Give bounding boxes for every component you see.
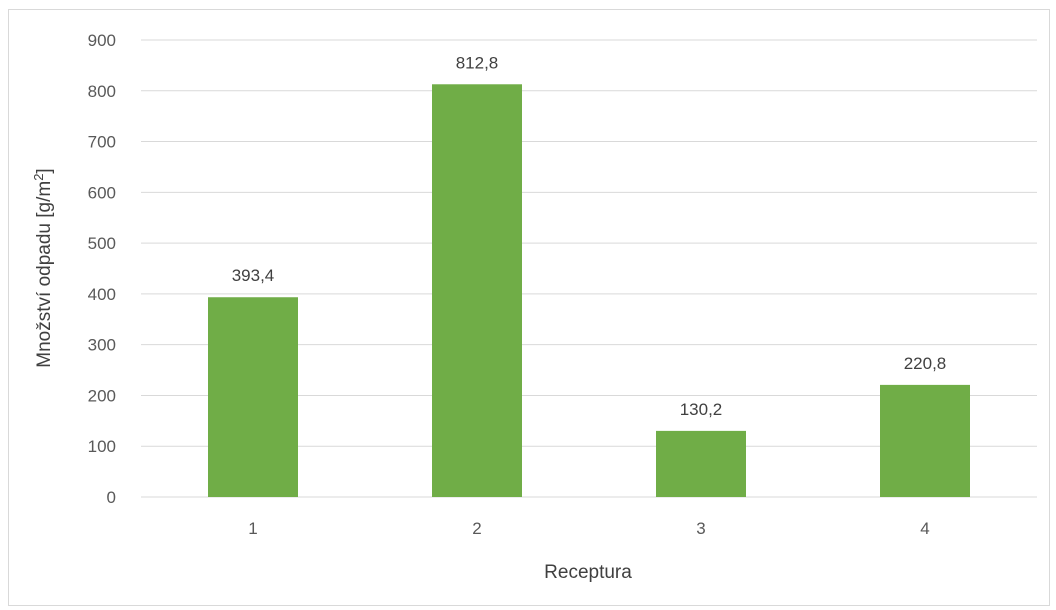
y-tick-label: 900 bbox=[88, 31, 116, 50]
y-axis-title: Množství odpadu [g/m2] bbox=[31, 168, 55, 367]
chart-frame bbox=[8, 9, 1050, 606]
y-axis-title-end: ] bbox=[34, 168, 55, 173]
y-axis-title-sup: 2 bbox=[31, 174, 46, 181]
x-tick-label: 1 bbox=[248, 519, 257, 538]
y-tick-label: 200 bbox=[88, 386, 116, 405]
x-tick-labels: 1 2 3 4 bbox=[248, 519, 929, 538]
y-axis-title-main: Množství odpadu [g/m bbox=[34, 181, 55, 368]
bar bbox=[656, 430, 746, 497]
y-tick-label: 300 bbox=[88, 336, 116, 355]
y-tick-label: 400 bbox=[88, 285, 116, 304]
x-tick-label: 3 bbox=[696, 519, 705, 538]
data-label: 393,4 bbox=[232, 266, 275, 285]
y-tick-label: 100 bbox=[88, 437, 116, 456]
y-tick-label: 0 bbox=[107, 488, 116, 507]
y-tick-label: 500 bbox=[88, 234, 116, 253]
y-tick-label: 700 bbox=[88, 133, 116, 152]
data-label: 812,8 bbox=[456, 53, 499, 72]
bars bbox=[208, 84, 970, 497]
data-label: 130,2 bbox=[680, 400, 723, 419]
bar bbox=[208, 297, 298, 497]
y-tick-labels: 0 100 200 300 400 500 600 700 800 900 bbox=[88, 31, 116, 507]
x-tick-label: 4 bbox=[920, 519, 929, 538]
y-tick-label: 800 bbox=[88, 82, 116, 101]
x-axis-title: Receptura bbox=[544, 562, 632, 583]
y-tick-label: 600 bbox=[88, 183, 116, 202]
bar bbox=[880, 384, 970, 497]
data-label: 220,8 bbox=[904, 354, 947, 373]
x-tick-label: 2 bbox=[472, 519, 481, 538]
bar bbox=[432, 84, 522, 497]
data-labels: 393,4 812,8 130,2 220,8 bbox=[232, 53, 947, 419]
